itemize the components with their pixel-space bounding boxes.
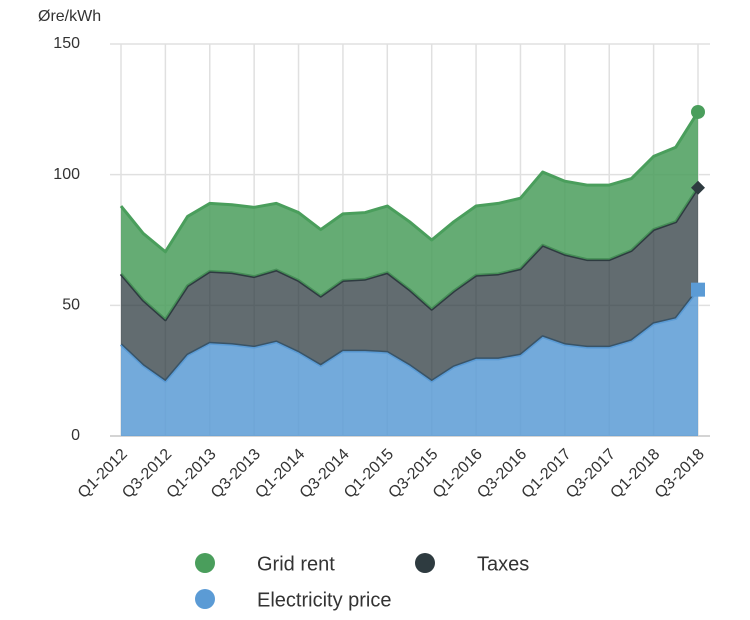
y-tick-label: 0	[71, 427, 80, 444]
line	[119, 111, 700, 254]
y-tick-label: 100	[53, 166, 80, 183]
end-marker	[691, 282, 705, 297]
y-tick-label: 50	[62, 297, 80, 314]
area	[121, 289, 698, 436]
end-marker	[691, 180, 705, 195]
end-marker	[691, 104, 705, 119]
legend-swatch	[415, 553, 435, 573]
area	[121, 111, 698, 320]
area	[121, 187, 698, 382]
legend-label: Taxes	[477, 553, 529, 575]
legend-label: Electricity price	[257, 589, 391, 611]
legend-swatch	[195, 589, 215, 609]
y-tick-label: 150	[53, 35, 80, 52]
x-tick-label: Q3-2018	[652, 446, 708, 502]
legend-swatch	[195, 553, 215, 573]
legend-label: Grid rent	[257, 553, 335, 575]
y-axis-label: Øre/kWh	[38, 8, 101, 25]
